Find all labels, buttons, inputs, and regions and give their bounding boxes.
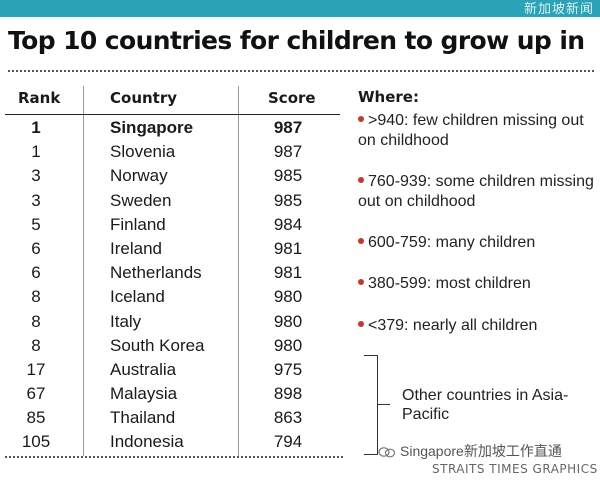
table-row: 17 Australia 975 [0,358,340,382]
rank-cell: 3 [31,190,41,210]
table-row: 8 South Korea 980 [0,334,340,358]
legend-title: Where: [358,88,419,106]
asia-pacific-note: Other countries in Asia-Pacific [402,387,569,423]
table-bottom-divider [5,456,343,458]
rank-cell: 17 [26,359,46,379]
rank-cell: 105 [21,432,51,452]
country-cell: South Korea [110,335,205,355]
country-cell: Malaysia [110,384,178,404]
score-cell: 980 [273,311,303,331]
score-cell: 985 [273,190,303,210]
table-row: 3 Norway 985 [0,164,340,188]
score-cell: 981 [273,238,303,258]
rank-cell: 8 [31,311,41,331]
country-cell: Australia [110,359,177,379]
bracket-tick [378,404,390,405]
score-cell: 984 [273,214,303,234]
watermark: Singapore新加坡工作直通 [378,441,562,461]
country-cell: Singapore [110,118,194,137]
bullet-dot-icon [358,115,364,122]
rank-cell: 8 [31,287,41,307]
table-row: 6 Netherlands 981 [0,261,340,285]
rank-cell: 3 [31,166,41,186]
country-cell: Norway [110,166,168,186]
score-cell: 985 [273,166,303,186]
watermark-text: Singapore新加坡工作直通 [400,443,562,459]
legend-item: 760-939: some children missing out on ch… [358,172,596,212]
header-country: Country [110,89,178,107]
score-cell: 794 [273,432,303,452]
bullet-dot-icon [358,320,364,327]
legend-item-label: >940: few children missing out on childh… [358,112,584,149]
legend-item: <379: nearly all children [358,316,596,336]
rank-cell: 5 [31,214,41,234]
table-row: 67 Malaysia 898 [0,382,340,406]
rank-cell: 8 [31,335,41,355]
country-cell: Finland [110,214,166,234]
country-cell: Iceland [110,287,165,307]
source-credit: STRAITS TIMES GRAPHICS [432,462,598,476]
score-cell: 987 [273,118,303,137]
table-row: 105 Indonesia 794 [0,430,340,454]
country-cell: Thailand [110,408,176,428]
table-row: 85 Thailand 863 [0,406,340,430]
title-divider [8,70,594,72]
legend-item: >940: few children missing out on childh… [358,111,596,151]
legend-item-label: 380-599: most children [368,275,531,292]
rank-cell: 6 [31,238,41,258]
score-cell: 981 [273,263,303,283]
top-banner: 新加坡新闻 [0,0,600,17]
table-row: 6 Ireland 981 [0,237,340,261]
legend-item-label: <379: nearly all children [368,317,538,334]
chart-title: Top 10 countries for children to grow up… [8,26,585,55]
table-row: 1 Singapore 987 [0,116,340,140]
score-cell: 975 [273,359,303,379]
legend-item-label: 600-759: many children [368,234,536,251]
table-row: 8 Iceland 980 [0,285,340,309]
country-cell: Ireland [110,238,162,258]
score-cell: 980 [273,287,303,307]
rank-cell: 85 [26,408,46,428]
rank-cell: 6 [31,263,41,283]
legend-item: 600-759: many children [358,233,596,253]
country-cell: Netherlands [110,263,202,283]
country-cell: Slovenia [110,142,176,162]
header-score: Score [268,89,316,107]
wechat-icon [378,447,396,458]
asia-pacific-bracket [364,355,378,455]
column-divider-rank [83,86,84,456]
column-divider-score [238,86,239,456]
table-header: Rank Country Score [0,87,340,111]
country-cell: Indonesia [110,432,184,452]
score-cell: 898 [273,384,303,404]
rank-cell: 67 [26,384,46,404]
rank-cell: 1 [31,118,41,137]
bullet-dot-icon [358,237,364,244]
table-row: 8 Italy 980 [0,310,340,334]
score-cell: 987 [273,142,303,162]
score-cell: 863 [273,408,303,428]
country-cell: Sweden [110,190,172,210]
country-cell: Italy [110,311,142,331]
table-row: 3 Sweden 985 [0,189,340,213]
header-rank: Rank [18,89,61,107]
rank-cell: 1 [31,142,41,162]
banner-tag: 新加坡新闻 [523,1,594,16]
table-row: 1 Slovenia 987 [0,140,340,164]
table-row: 5 Finland 984 [0,213,340,237]
legend-item: 380-599: most children [358,274,596,294]
bullet-dot-icon [358,278,364,285]
legend-item-label: 760-939: some children missing out on ch… [358,173,594,210]
bullet-dot-icon [358,176,364,183]
table-body: 1 Singapore 987 1 Slovenia 987 3 Norway 985 3 Swed… [0,116,340,455]
header-divider [5,114,340,115]
score-cell: 980 [273,335,303,355]
